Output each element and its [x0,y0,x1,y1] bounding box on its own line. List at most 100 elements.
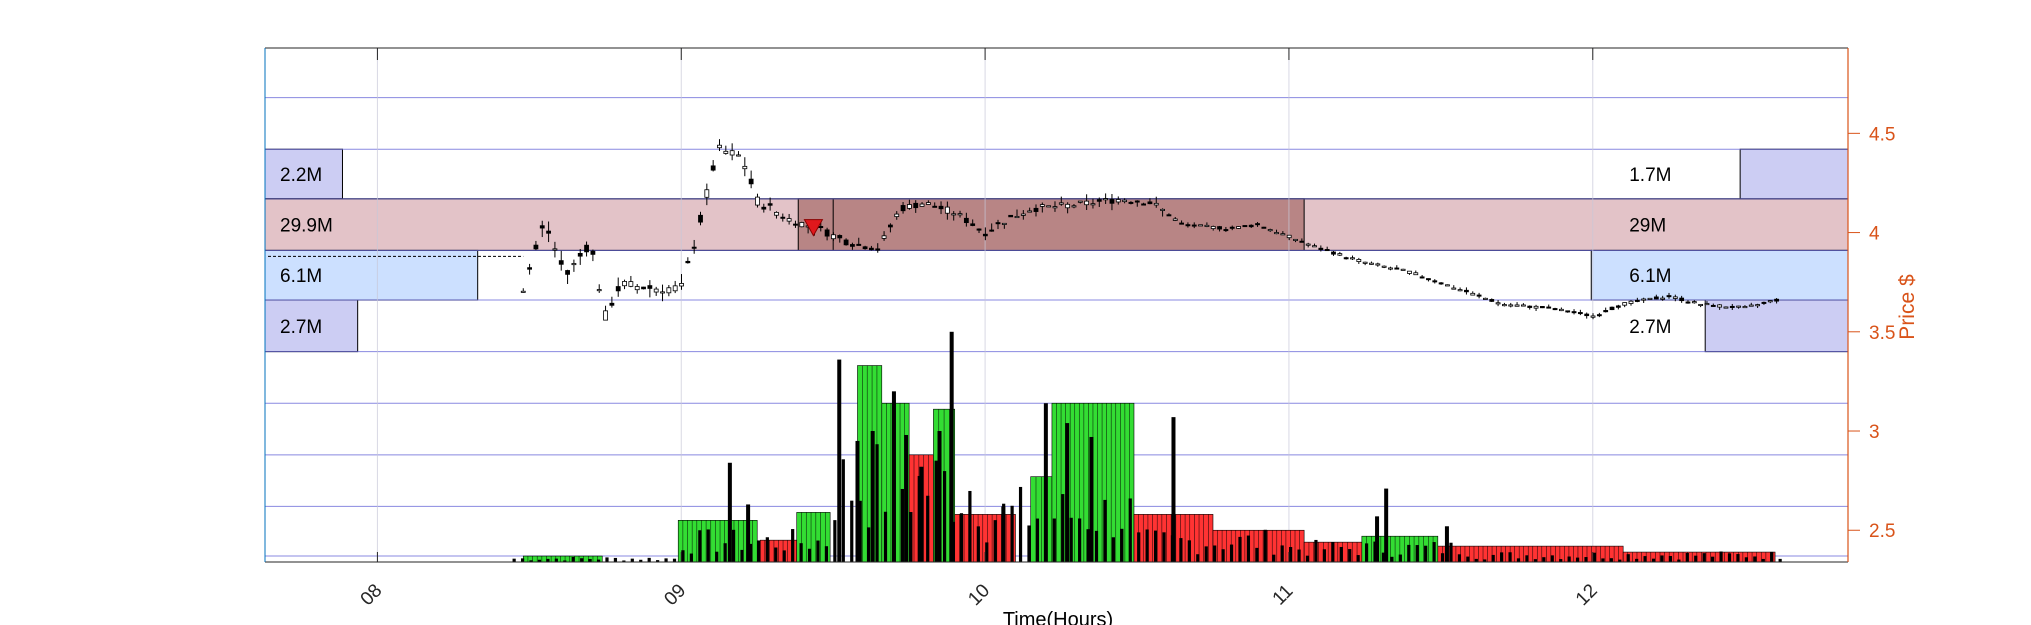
candle-body-66 [938,205,944,210]
volume-bar-27 [740,549,744,562]
volume-bar-7 [571,556,575,562]
candle-body-117 [1261,226,1267,229]
candle-body-3 [539,225,545,229]
volume-bar-97 [1331,542,1335,562]
candle-body-98 [1141,203,1147,206]
candle-body-175 [1628,300,1634,304]
candle-body-135 [1375,263,1381,266]
candle-body-162 [1546,306,1552,309]
volume-spike-0 [727,462,732,562]
candle-body-184 [1685,301,1691,304]
candle-body-151 [1476,294,1482,297]
candle-body-40 [774,211,779,216]
volume-bar-138 [1677,559,1681,562]
volume-bar-55 [976,526,980,562]
volume-bar-0 [512,558,516,562]
volume-bar-3 [537,559,542,562]
volume-bar-134 [1643,556,1647,562]
volume-spike-13 [1089,436,1094,562]
volume-bar-104 [1390,556,1394,562]
candle-body-41 [780,216,786,219]
volume-bar-22 [698,530,702,562]
volume-spike-9 [949,331,954,562]
volume-bar-89 [1263,529,1267,562]
candle-body-152 [1483,297,1488,300]
volume-bar-147 [1753,556,1757,562]
volume-bar-50 [934,460,938,562]
candle-body-196 [1761,301,1767,304]
volume-bar-42 [867,527,871,562]
volume-bar-51 [942,471,947,562]
y-tick-label-2: 3.5 [1869,323,1895,344]
volume-bar-69 [1094,530,1099,562]
x-axis-label: Time(Hours) [1003,609,1113,625]
candle-body-126 [1318,247,1324,250]
candle-body-36 [748,178,754,185]
volume-bar-75 [1145,529,1149,562]
volume-bar-106 [1407,544,1411,562]
candle-body-185 [1691,301,1697,304]
volume-bar-122 [1542,557,1546,562]
candle-body-25 [679,283,684,287]
candle-body-11 [590,250,596,255]
volume-bar-39 [841,459,845,562]
candle-body-99 [1147,201,1153,205]
candle-body-127 [1324,249,1330,252]
volume-bar-142 [1711,556,1715,562]
candle-body-107 [1198,224,1203,227]
candle-body-105 [1185,224,1191,227]
candle-body-147 [1451,287,1457,290]
candle-body-120 [1280,233,1286,236]
candle-body-50 [837,235,843,239]
volume-bar-48 [917,475,921,562]
volume-bar-118 [1508,552,1512,562]
candle-body-114 [1242,225,1248,228]
volume-bar-23 [706,529,710,562]
candle-body-85 [1058,202,1064,205]
volume-spike-12 [1065,423,1070,562]
candle-body-80 [1027,210,1033,213]
volume-bar-103 [1381,552,1386,562]
volume-band-right-4 [1739,148,1849,200]
x-tick-label-1: 09 [660,580,690,610]
volume-bar-143 [1719,551,1723,562]
volume-bar-107 [1415,545,1419,562]
volume-bar-43 [875,444,879,562]
volume-bar-81 [1196,554,1200,562]
candle-body-102 [1166,214,1172,217]
volume-bar-35 [807,548,812,562]
volume-bar-101 [1364,543,1369,562]
volume-spike-15 [1375,516,1380,562]
volume-band-left-3 [264,299,359,353]
volume-bar-88 [1255,547,1259,562]
x-tick-label-2: 10 [964,580,994,610]
candle-body-77 [1008,214,1014,218]
candle-body-191 [1729,305,1735,308]
volume-bar-128 [1592,552,1597,562]
candle-body-30 [710,165,716,171]
candle-body-57 [881,235,887,239]
volume-bar-125 [1567,556,1571,562]
candle-body-72 [976,228,982,231]
candle-body-198 [1774,298,1779,302]
candle-body-83 [1046,205,1052,208]
volume-bar-105 [1398,554,1402,562]
candle-body-163 [1552,308,1558,311]
volume-block-3 [796,512,831,563]
candle-body-111 [1223,229,1229,232]
volume-bar-76 [1153,530,1158,562]
candle-body-113 [1236,226,1241,229]
candle-body-55 [869,247,874,251]
volume-bar-18 [664,558,668,562]
volume-bar-140 [1694,555,1698,562]
volume-bar-41 [858,500,862,562]
volume-band-label-left-2: 6.1M [280,266,322,287]
candle-body-139 [1400,268,1406,271]
volume-spike-6 [904,434,909,562]
volume-bar-47 [909,512,913,562]
candle-body-42 [786,218,792,222]
candle-body-53 [856,243,862,246]
volume-bar-14 [630,558,634,562]
candle-body-16 [622,281,627,287]
candle-body-70 [963,217,969,224]
